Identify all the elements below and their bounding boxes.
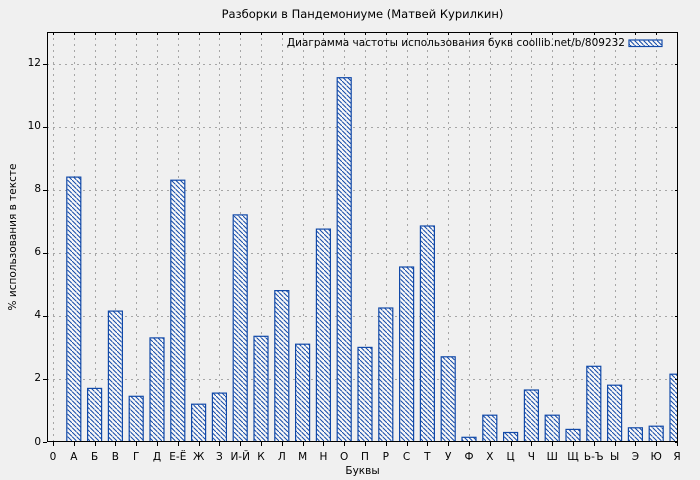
bar-Б (86, 387, 103, 442)
x-tick-label: Р (382, 451, 389, 463)
x-tick-label: Я (673, 451, 681, 463)
bar-Ю (648, 425, 664, 442)
bar-Х (482, 414, 498, 442)
x-tick-label: Е-Ё (169, 451, 187, 463)
bar-Ш (544, 414, 560, 442)
x-tick-label: А (70, 451, 78, 463)
x-tick-label: 0 (49, 451, 57, 463)
y-tick-label: 10 (27, 120, 41, 133)
x-tick-label: Щ (567, 451, 579, 463)
y-tick-label: 4 (34, 309, 41, 322)
bar-С (399, 266, 415, 442)
bar-Г (128, 395, 144, 442)
bar-Ц (503, 431, 519, 442)
bar-Э (627, 427, 644, 442)
bar-У (440, 356, 456, 442)
bar-Ь-Ъ (586, 365, 602, 442)
x-tick-label: П (361, 451, 369, 463)
bar-Т (419, 225, 435, 442)
x-axis-label: Буквы (345, 465, 380, 477)
bar-Ж (191, 403, 207, 442)
bar-М (295, 343, 311, 442)
bar-Е-Ё (170, 179, 186, 442)
bar-О (336, 77, 352, 442)
bar-З (211, 392, 227, 442)
x-tick-label: М (298, 451, 308, 463)
x-tick-label: Т (424, 451, 431, 463)
y-tick-label: 6 (34, 246, 41, 259)
bar-Ч (523, 389, 540, 442)
x-tick-label: Ш (546, 451, 558, 463)
bar-А (66, 176, 82, 442)
bar-И-Й (232, 214, 248, 442)
chart-title: Разборки в Пандемониуме (Матвей Курилкин… (221, 7, 504, 21)
x-tick-label: С (402, 451, 411, 463)
bar-П (357, 346, 373, 442)
bar-Р (378, 307, 394, 442)
x-tick-label: И-Й (230, 451, 250, 463)
x-tick-label: Ь-Ъ (583, 451, 604, 463)
y-tick-label: 12 (27, 57, 41, 69)
x-tick-label: Ч (527, 451, 535, 463)
bar-Н (315, 228, 331, 442)
legend-label: Диаграмма частоты использования букв coo… (286, 37, 625, 49)
y-tick-label: 2 (34, 372, 41, 385)
bar-Л (274, 290, 290, 442)
x-tick-label: Ю (650, 451, 662, 463)
x-tick-label: К (257, 451, 265, 463)
x-tick-label: З (216, 451, 223, 463)
plot-border (46, 31, 679, 443)
x-tick-label: В (111, 451, 119, 463)
y-tick-label: 0 (34, 435, 41, 448)
x-tick-label: Ы (609, 451, 620, 463)
bar-Ы (606, 384, 623, 442)
x-tick-label: Г (132, 451, 140, 463)
bar-Д (149, 337, 165, 442)
x-tick-label: У (444, 451, 452, 463)
x-tick-label: Э (631, 451, 640, 463)
x-tick-label: Ф (464, 451, 474, 463)
x-tick-label: Н (319, 451, 328, 463)
bar-В (107, 310, 124, 442)
x-tick-label: Л (277, 451, 286, 463)
x-tick-label: Б (90, 451, 99, 463)
x-tick-label: О (340, 451, 349, 463)
y-tick-label: 8 (34, 183, 41, 196)
bar-К (253, 335, 269, 442)
bar-Щ (565, 428, 581, 442)
x-tick-label: Ж (192, 451, 205, 463)
x-tick-label: Ц (506, 451, 515, 463)
horizontal-gridlines (47, 64, 678, 380)
legend-swatch-icon (628, 39, 663, 48)
x-tick-label: Д (152, 451, 162, 463)
bars (66, 77, 678, 442)
x-tick-label: Х (486, 451, 494, 463)
